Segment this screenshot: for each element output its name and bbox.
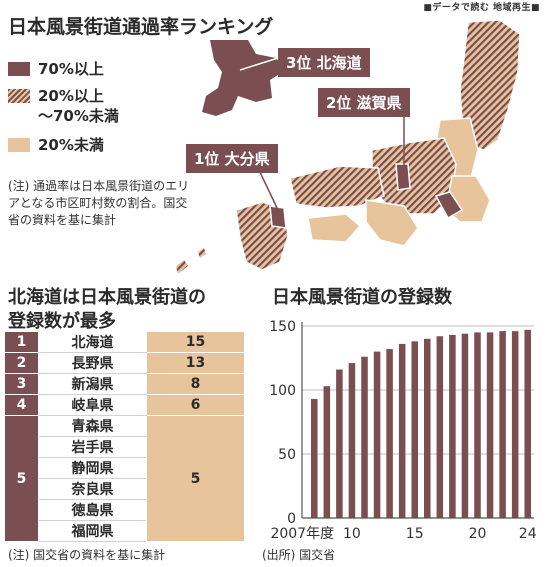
rank-cell: 4 (4, 394, 39, 416)
rank-cell: 5 (4, 415, 39, 542)
hokkaido-shape (202, 40, 286, 116)
x-tick-label: 20 (469, 526, 487, 542)
bar-2014 (398, 343, 406, 518)
map-note: (注) 通過率は日本風景街道のエリアとなる市区町村数の割合。国交省の資料を基に集… (8, 179, 190, 227)
x-tick-label: 24 (519, 526, 537, 542)
island-shape (198, 248, 206, 258)
kinki-region (365, 199, 419, 247)
bar-2007 (311, 398, 318, 518)
japan-map (176, 19, 521, 274)
prefecture-cell: 新潟県 (38, 373, 147, 395)
y-tick-label: 0 (287, 511, 296, 527)
count-cell: 13 (146, 352, 245, 374)
prefecture-cell: 徳島県 (38, 499, 147, 521)
prefecture-cell: 岩手県 (38, 436, 147, 458)
table-row: 福岡県 (5, 520, 245, 542)
bar-2012 (373, 351, 381, 518)
bar-2022 (499, 331, 506, 518)
table-row: 1 北海道 15 (4, 331, 245, 353)
bar-2015 (411, 341, 418, 518)
count-cell: 8 (146, 373, 245, 395)
callout-rank1-oita: 1位 大分県 (186, 144, 278, 173)
rank-cell: 2 (4, 352, 39, 374)
tohoku-region (459, 19, 521, 151)
prefecture-cell: 長野県 (38, 352, 147, 374)
table-title-line1: 北海道は日本風景街道の (8, 287, 206, 308)
legend-swatch-solid (8, 61, 30, 76)
callout-leader-hokkaido (239, 57, 279, 71)
map-title: 日本風景街道通過率ランキング (8, 16, 274, 38)
count-cell: 5 (146, 415, 245, 542)
bar-2019 (461, 333, 469, 518)
x-tick-label: 10 (343, 526, 361, 542)
chart-title: 日本風景街道の登録数 (272, 287, 452, 308)
bar-2008 (323, 386, 331, 518)
table-title: 北海道は日本風景街道の 登録数が最多 (8, 286, 206, 334)
x-tick-label: 15 (406, 526, 424, 542)
callout-rank3-hokkaido: 3位 北海道 (278, 48, 370, 77)
table-row: 奈良県 (5, 478, 245, 500)
table-row: 岩手県 (5, 436, 245, 458)
bar-2011 (361, 356, 368, 518)
x-tick-label: 2007年度 (270, 526, 334, 542)
gifu-solid (434, 191, 464, 220)
bar-2024 (524, 329, 531, 518)
bar-chart: 0 50 100 150 2007年度 10 15 20 24 (269, 319, 537, 542)
legend-item-70-plus: 70%以上 (8, 58, 104, 79)
prefecture-cell: 静岡県 (38, 457, 147, 479)
okinawa-shape (176, 260, 188, 274)
bar-2021 (486, 332, 494, 518)
count-cell: 15 (146, 331, 245, 353)
table-row: 5 青森県 5 (4, 415, 245, 542)
table-row: 4 岐阜県 6 (4, 394, 245, 416)
count-cell: 6 (146, 394, 245, 416)
y-tick-label: 150 (269, 319, 296, 335)
bar-2010 (348, 363, 356, 518)
table-title-line2: 登録数が最多 (8, 311, 116, 332)
oita-shape (269, 205, 287, 229)
table-row: 静岡県 (5, 457, 245, 479)
table-row: 3 新潟県 8 (4, 373, 245, 395)
rank-cell: 1 (4, 331, 39, 353)
bar-2023 (511, 331, 519, 518)
header-tag: ■データで読む 地域再生■ (423, 3, 540, 13)
prefecture-cell: 福岡県 (38, 520, 147, 542)
legend-item-20-70: 20%以上 ～70%未満 (8, 86, 119, 126)
bar-2018 (449, 334, 456, 518)
legend-swatch-hatch (8, 89, 30, 103)
rank-cell: 3 (4, 373, 39, 395)
ranking-table: 1 北海道 15 2 長野県 13 3 新潟県 8 4 岐阜県 6 5 青森県 … (4, 331, 245, 542)
legend-label: 70%以上 (38, 60, 104, 78)
prefecture-cell: 北海道 (38, 331, 147, 353)
legend-label: 20%以上 ～70%未満 (38, 87, 119, 125)
table-row: 2 長野県 13 (4, 352, 245, 374)
prefecture-cell: 岐阜県 (38, 394, 147, 416)
bar-2016 (424, 338, 431, 518)
callout-leader-oita (257, 167, 279, 211)
legend-swatch-light (8, 137, 30, 152)
chart-source-note: (出所) 国交省 (262, 548, 336, 562)
table-note: (注) 国交省の資料を基に集計 (8, 548, 166, 562)
bar-2020 (474, 332, 481, 518)
bar-2017 (436, 336, 444, 518)
shikoku-region (307, 213, 362, 243)
legend-item-under-20: 20%未満 (8, 134, 104, 155)
legend-label: 20%未満 (38, 136, 104, 154)
shiga-shape (395, 163, 411, 191)
y-tick-label: 50 (278, 447, 296, 463)
bar-2013 (386, 349, 393, 518)
bar-2009 (336, 369, 343, 518)
callout-rank2-shiga: 2位 滋賀県 (318, 88, 410, 117)
y-tick-label: 100 (269, 383, 296, 399)
prefecture-cell: 青森県 (38, 415, 147, 437)
prefecture-cell: 奈良県 (38, 478, 147, 500)
